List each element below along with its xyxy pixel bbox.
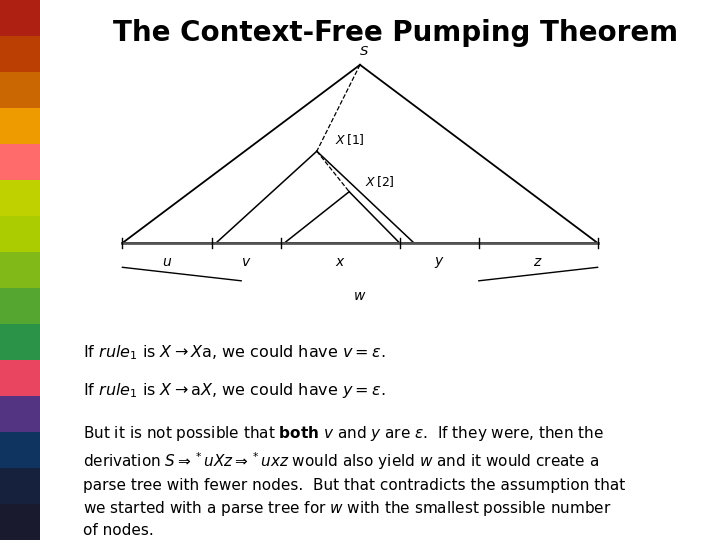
Text: $w$: $w$ — [354, 289, 366, 303]
Text: If $\mathit{rule}_1$ is $X \rightarrow X\mathrm{a}$, we could have $v = \varepsi: If $\mathit{rule}_1$ is $X \rightarrow X… — [83, 343, 385, 362]
Text: $z$: $z$ — [534, 255, 543, 269]
Text: The Context-Free Pumping Theorem: The Context-Free Pumping Theorem — [114, 19, 678, 47]
Text: $u$: $u$ — [162, 255, 173, 269]
Text: $X\,[1]$: $X\,[1]$ — [335, 132, 364, 147]
Text: But it is not possible that $\mathbf{both}$ $v$ and $y$ are $\varepsilon$.  If t: But it is not possible that $\mathbf{bot… — [83, 424, 625, 538]
Text: $X\,[2]$: $X\,[2]$ — [365, 174, 395, 189]
Text: $y$: $y$ — [434, 255, 444, 270]
Text: $S$: $S$ — [359, 45, 369, 58]
Text: $x$: $x$ — [335, 255, 346, 269]
Text: If $\mathit{rule}_1$ is $X \rightarrow \mathrm{a}X$, we could have $y = \varepsi: If $\mathit{rule}_1$ is $X \rightarrow \… — [83, 381, 385, 400]
Text: $v$: $v$ — [241, 255, 252, 269]
